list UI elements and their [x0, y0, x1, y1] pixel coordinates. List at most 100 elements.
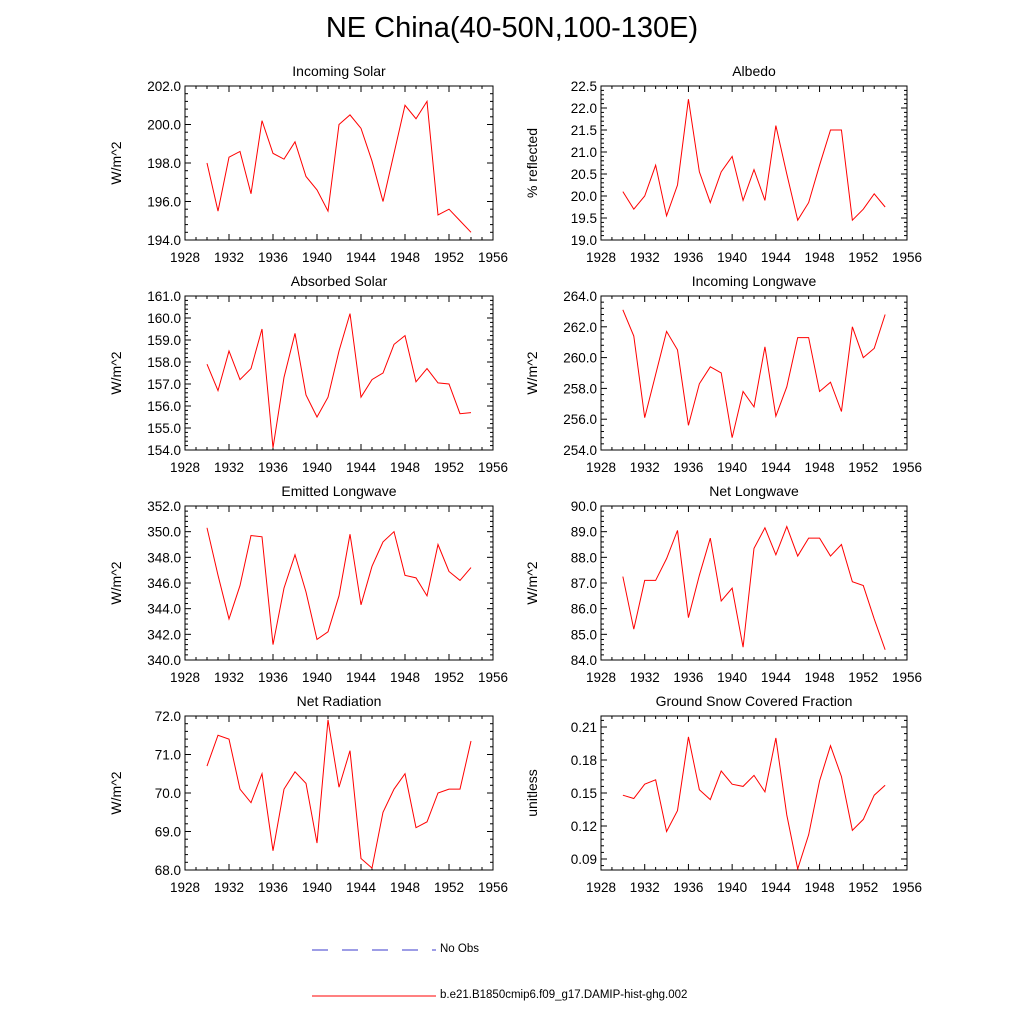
y-tick-label: 19.0: [571, 233, 597, 248]
x-tick-label: 1932: [630, 670, 660, 685]
panel-7: Ground Snow Covered Fraction 1928 1932 1936…: [524, 693, 922, 895]
x-tick-label: 1932: [630, 250, 660, 265]
y-tick-label: 159.0: [147, 333, 181, 348]
y-tick-label: 21.0: [571, 145, 597, 160]
panel-4: Emitted Longwave 1928 1932 1936 1940 1944 1948…: [108, 483, 508, 685]
x-tick-label: 1944: [761, 460, 792, 475]
x-tick-label: 1932: [630, 880, 660, 895]
series-line: [622, 525, 886, 650]
y-tick-label: 85.0: [571, 627, 597, 642]
panel-title: Albedo: [732, 63, 776, 79]
x-tick-label: 1952: [848, 670, 878, 685]
x-tick-label: 1948: [390, 880, 420, 895]
series-line: [206, 527, 472, 645]
x-tick-label: 1956: [892, 250, 922, 265]
x-tick-label: 1952: [434, 250, 464, 265]
x-tick-label: 1956: [478, 250, 508, 265]
y-tick-label: 202.0: [147, 79, 181, 94]
x-tick-label: 1948: [390, 670, 420, 685]
x-tick-label: 1956: [892, 460, 922, 475]
panel-title: Net Radiation: [297, 693, 382, 709]
x-tick-label: 1940: [302, 460, 332, 475]
y-tick-label: 340.0: [147, 653, 181, 668]
y-tick-label: 348.0: [147, 550, 181, 565]
series-line: [206, 719, 472, 870]
x-tick-label: 1948: [805, 460, 835, 475]
y-tick-label: 84.0: [571, 653, 597, 668]
x-tick-label: 1936: [258, 250, 288, 265]
y-tick-label: 72.0: [155, 709, 181, 724]
y-tick-label: 0.12: [571, 819, 597, 834]
y-tick-label: 154.0: [147, 443, 181, 458]
y-tick-label: 22.5: [571, 79, 597, 94]
y-axis-label: W/m^2: [108, 561, 124, 604]
x-tick-label: 1956: [478, 670, 508, 685]
x-tick-label: 1944: [346, 880, 377, 895]
y-tick-label: 200.0: [147, 118, 181, 133]
y-tick-label: 194.0: [147, 233, 181, 248]
panel-title: Absorbed Solar: [291, 273, 388, 289]
x-tick-label: 1952: [434, 880, 464, 895]
y-tick-label: 156.0: [147, 399, 181, 414]
y-tick-label: 160.0: [147, 311, 181, 326]
x-tick-label: 1956: [892, 880, 922, 895]
y-tick-label: 155.0: [147, 421, 181, 436]
y-tick-label: 87.0: [571, 576, 597, 591]
y-tick-label: 158.0: [147, 355, 181, 370]
plot-frame: [600, 715, 908, 871]
x-tick-label: 1948: [805, 250, 835, 265]
y-tick-label: 342.0: [147, 627, 181, 642]
x-tick-label: 1940: [717, 250, 747, 265]
y-tick-label: 254.0: [563, 443, 597, 458]
y-tick-label: 20.0: [571, 189, 597, 204]
panel-0: Incoming Solar 1928 1932 1936 1940 1944 1948 19…: [108, 63, 508, 265]
series-line: [622, 309, 886, 438]
y-tick-label: 258.0: [563, 381, 597, 396]
y-axis-label: W/m^2: [108, 771, 124, 814]
panel-5: Net Longwave 1928 1932 1936 1940 1944 1948 1952…: [524, 483, 922, 685]
panel-title: Emitted Longwave: [281, 483, 396, 499]
x-tick-label: 1948: [390, 250, 420, 265]
x-tick-label: 1944: [346, 250, 377, 265]
y-tick-label: 344.0: [147, 602, 181, 617]
x-tick-label: 1944: [346, 460, 377, 475]
x-tick-label: 1940: [717, 670, 747, 685]
x-tick-label: 1928: [586, 250, 616, 265]
y-tick-label: 260.0: [563, 351, 597, 366]
plot-frame: [184, 85, 494, 241]
x-tick-label: 1936: [258, 880, 288, 895]
x-tick-label: 1948: [805, 670, 835, 685]
figure-title: NE China(40-50N,100-130E): [325, 12, 699, 44]
x-tick-label: 1936: [673, 670, 703, 685]
x-tick-label: 1928: [586, 880, 616, 895]
x-tick-label: 1952: [848, 460, 878, 475]
plot-frame: [600, 85, 908, 241]
series-line: [622, 736, 886, 871]
x-tick-label: 1936: [258, 670, 288, 685]
x-tick-label: 1932: [630, 460, 660, 475]
x-tick-label: 1944: [761, 880, 792, 895]
y-tick-label: 88.0: [571, 550, 597, 565]
y-tick-label: 0.09: [571, 852, 597, 867]
series-line: [206, 313, 472, 448]
x-tick-label: 1928: [170, 880, 200, 895]
x-tick-label: 1928: [170, 460, 200, 475]
y-tick-label: 89.0: [571, 525, 597, 540]
x-tick-label: 1932: [214, 670, 244, 685]
x-tick-label: 1932: [214, 460, 244, 475]
y-tick-label: 198.0: [147, 156, 181, 171]
y-tick-label: 69.0: [155, 825, 181, 840]
panel-2: Absorbed Solar 1928 1932 1936 1940 1944 1948 19…: [108, 273, 508, 475]
y-tick-label: 20.5: [571, 167, 597, 182]
x-tick-label: 1940: [717, 880, 747, 895]
y-axis-label: W/m^2: [108, 141, 124, 184]
x-tick-label: 1940: [302, 670, 332, 685]
x-tick-label: 1940: [302, 250, 332, 265]
y-axis-label: % reflected: [524, 128, 540, 198]
x-tick-label: 1932: [214, 880, 244, 895]
panel-title: Incoming Longwave: [692, 273, 817, 289]
y-tick-label: 350.0: [147, 525, 181, 540]
y-tick-label: 196.0: [147, 195, 181, 210]
panel-title: Net Longwave: [709, 483, 799, 499]
